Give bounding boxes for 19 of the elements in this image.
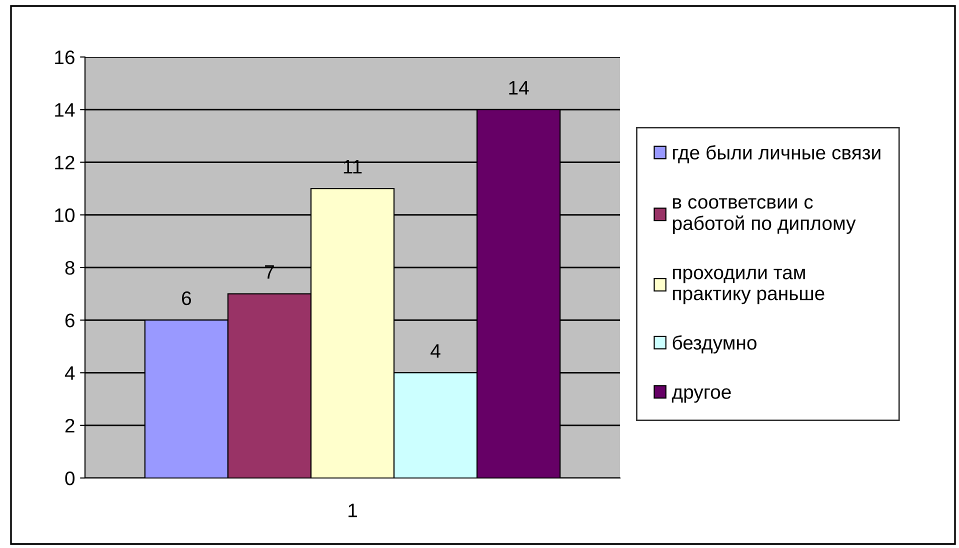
- y-tick-label: 8: [65, 260, 74, 275]
- y-tick-label: 10: [55, 208, 75, 222]
- y-tick-label: 12: [55, 156, 74, 170]
- legend-label: другое: [672, 388, 731, 403]
- y-tick-label: 6: [65, 314, 74, 328]
- legend-label: бездумно: [672, 335, 756, 354]
- legend-label: где были личные связи: [673, 145, 880, 164]
- y-tick-label: 2: [65, 418, 74, 432]
- y-tick-label: 4: [64, 366, 75, 380]
- data-label: 7: [265, 265, 274, 279]
- y-tick-label: 14: [55, 103, 75, 117]
- data-label: 14: [509, 81, 529, 94]
- legend-label: проходили там практику раньше: [673, 268, 824, 304]
- data-label: 4: [430, 344, 440, 358]
- y-tick-label: 16: [55, 50, 74, 64]
- y-tick-label: 0: [65, 471, 75, 486]
- data-label: 6: [182, 291, 191, 306]
- x-tick-label: 1: [348, 504, 357, 518]
- legend-label: в соответсвии с работой по диплому: [672, 198, 856, 234]
